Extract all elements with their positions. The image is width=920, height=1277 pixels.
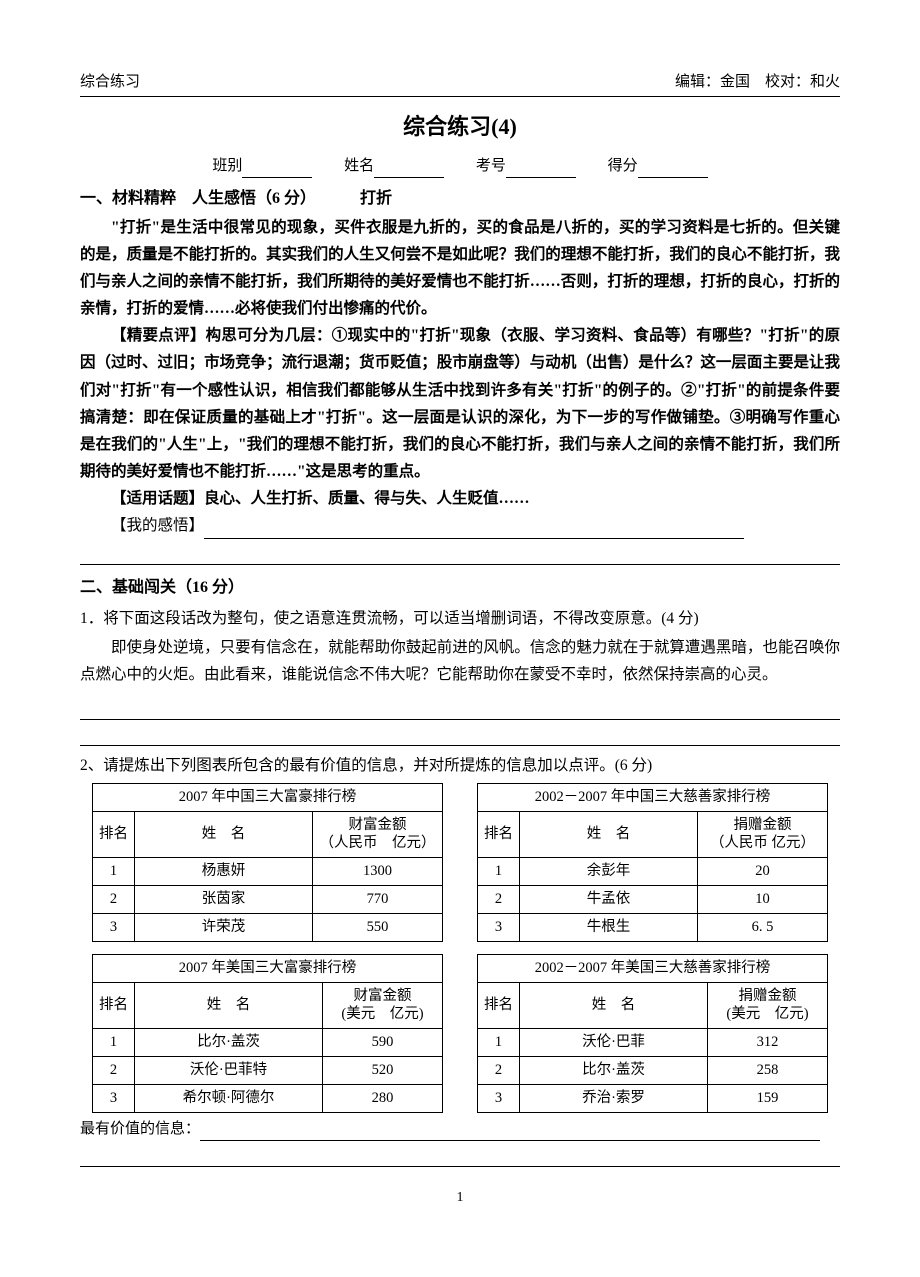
write-line-full-1[interactable] <box>80 543 840 565</box>
label-examno: 考号 <box>476 158 506 174</box>
th-rank: 排名 <box>93 811 135 858</box>
label-score: 得分 <box>608 158 638 174</box>
tbl-title: 2002－2007 年中国三大慈善家排行榜 <box>478 783 828 811</box>
table-row: 2牛孟依10 <box>478 886 828 914</box>
table-cn-rich: 2007 年中国三大富豪排行榜 排名 姓 名 财富金额（人民币 亿元） 1杨惠妍… <box>80 783 455 942</box>
q2-head: 2、请提炼出下列图表所包含的最有价值的信息，并对所提炼的信息加以点评。(6 分) <box>80 754 840 779</box>
section1-p1: "打折"是生活中很常见的现象，买件衣服是九折的，买的食品是八折的，买的学习资料是… <box>80 214 840 323</box>
table-row: 3希尔顿·阿德尔280 <box>93 1085 443 1113</box>
q1-body: 即使身处逆境，只要有信念在，就能帮助你鼓起前进的风帆。信念的魅力就在于就算遭遇黑… <box>80 634 840 688</box>
table-row: 2沃伦·巴菲特520 <box>93 1057 443 1085</box>
section2-head: 二、基础闯关（16 分） <box>80 575 840 601</box>
th-rank: 排名 <box>478 811 520 858</box>
th-name: 姓 名 <box>135 982 323 1029</box>
table-row: 3许荣茂550 <box>93 913 443 941</box>
page-number: 1 <box>80 1187 840 1209</box>
write-line-info[interactable] <box>200 1140 820 1141</box>
table-row-us: 2007 年美国三大富豪排行榜 排名 姓 名 财富金额(美元 亿元) 1比尔·盖… <box>80 954 840 1113</box>
tbl-title: 2007 年中国三大富豪排行榜 <box>93 783 443 811</box>
th-val: 捐赠金额（人民币 亿元） <box>698 811 828 858</box>
label-name: 姓名 <box>344 158 374 174</box>
tbl-title: 2002－2007 年美国三大慈善家排行榜 <box>478 954 828 982</box>
section1-head: 一、材料精粹 人生感悟（6 分） 打折 <box>80 186 840 212</box>
table-row: 2张茵家770 <box>93 886 443 914</box>
th-name: 姓 名 <box>520 811 698 858</box>
write-line-q1-1[interactable] <box>80 698 840 720</box>
th-name: 姓 名 <box>520 982 708 1029</box>
section1-p2: 【精要点评】构思可分为几层：①现实中的"打折"现象（衣服、学习资料、食品等）有哪… <box>80 322 840 485</box>
th-val: 财富金额(美元 亿元) <box>323 982 443 1029</box>
header-right: 编辑：金国 校对：和火 <box>675 70 840 94</box>
th-rank: 排名 <box>93 982 135 1029</box>
blank-score[interactable] <box>638 160 708 178</box>
table-row: 1余彭年20 <box>478 858 828 886</box>
info-result-line: 最有价值的信息： <box>80 1117 840 1141</box>
student-info-line: 班别 姓名 考号 得分 <box>80 154 840 178</box>
section1-p4-label: 【我的感悟】 <box>111 517 204 534</box>
header-left: 综合练习 <box>80 70 140 94</box>
write-line-q1-2[interactable] <box>80 724 840 746</box>
table-row: 1比尔·盖茨590 <box>93 1029 443 1057</box>
section1-subtitle: 打折 <box>360 190 392 207</box>
table-cn-charity: 2002－2007 年中国三大慈善家排行榜 排名 姓 名 捐赠金额（人民币 亿元… <box>465 783 840 942</box>
section1-title: 一、材料精粹 人生感悟（6 分） <box>80 190 316 207</box>
tbl-title: 2007 年美国三大富豪排行榜 <box>93 954 443 982</box>
table-us-rich: 2007 年美国三大富豪排行榜 排名 姓 名 财富金额(美元 亿元) 1比尔·盖… <box>80 954 455 1113</box>
table-row: 1杨惠妍1300 <box>93 858 443 886</box>
write-line-p4[interactable] <box>204 538 744 539</box>
info-result-label: 最有价值的信息： <box>80 1121 200 1137</box>
table-row: 3乔治·索罗159 <box>478 1085 828 1113</box>
page-header: 综合练习 编辑：金国 校对：和火 <box>80 70 840 97</box>
table-us-charity: 2002－2007 年美国三大慈善家排行榜 排名 姓 名 捐赠金额(美元 亿元)… <box>465 954 840 1113</box>
table-row: 1沃伦·巴菲312 <box>478 1029 828 1057</box>
section1-p4: 【我的感悟】 <box>80 512 840 539</box>
th-val: 财富金额（人民币 亿元） <box>313 811 443 858</box>
blank-examno[interactable] <box>506 160 576 178</box>
th-val: 捐赠金额(美元 亿元) <box>708 982 828 1029</box>
table-row-cn: 2007 年中国三大富豪排行榜 排名 姓 名 财富金额（人民币 亿元） 1杨惠妍… <box>80 783 840 942</box>
blank-class[interactable] <box>242 160 312 178</box>
th-name: 姓 名 <box>135 811 313 858</box>
write-line-info-2[interactable] <box>80 1145 840 1167</box>
table-row: 2比尔·盖茨258 <box>478 1057 828 1085</box>
table-row: 3牛根生6. 5 <box>478 913 828 941</box>
q1-head: 1．将下面这段话改为整句，使之语意连贯流畅，可以适当增删词语，不得改变原意。(4… <box>80 607 840 632</box>
page-title: 综合练习(4) <box>80 109 840 144</box>
blank-name[interactable] <box>374 160 444 178</box>
th-rank: 排名 <box>478 982 520 1029</box>
section1-p3: 【适用话题】良心、人生打折、质量、得与失、人生贬值…… <box>80 485 840 512</box>
label-class: 班别 <box>212 158 242 174</box>
